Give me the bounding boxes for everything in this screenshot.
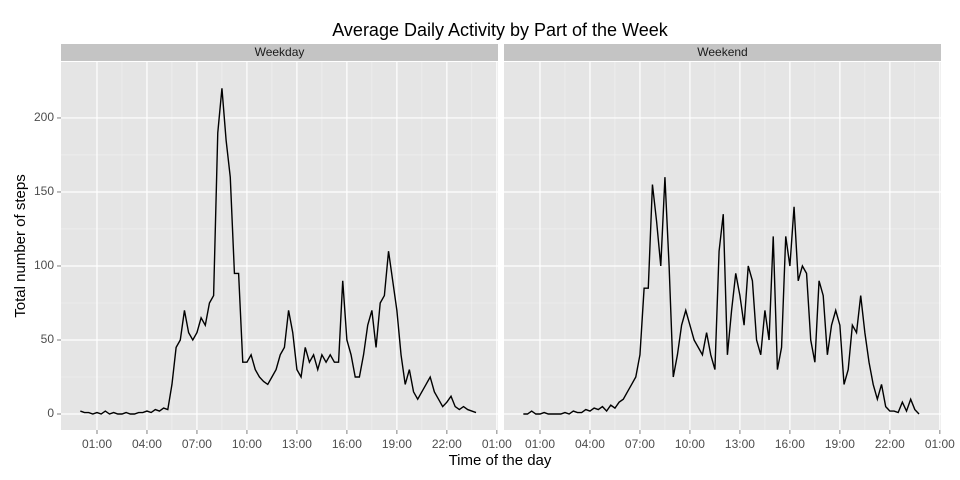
x-tick-label: 04:00 (132, 437, 162, 451)
x-tick-label: 10:00 (675, 437, 705, 451)
y-tick-label: 150 (34, 184, 54, 198)
data-line (523, 177, 920, 415)
y-tick-label: 200 (34, 110, 54, 124)
x-tick-label: 01:00 (482, 437, 512, 451)
x-tick-label: 13:00 (725, 437, 755, 451)
x-tick-label: 01:00 (82, 437, 112, 451)
y-axis-label: Total number of steps (12, 174, 29, 317)
y-tick-label: 100 (34, 258, 54, 272)
strip-label: Weekend (697, 45, 747, 59)
x-tick-label: 16:00 (332, 437, 362, 451)
x-tick-label: 01:00 (525, 437, 555, 451)
strip-label: Weekday (255, 45, 305, 59)
x-tick-label: 07:00 (182, 437, 212, 451)
x-tick-label: 22:00 (875, 437, 905, 451)
x-tick-label: 10:00 (232, 437, 262, 451)
x-tick-label: 07:00 (625, 437, 655, 451)
panel-background (504, 62, 941, 430)
data-line (80, 88, 477, 415)
y-tick-label: 0 (47, 406, 54, 420)
strip-background (504, 44, 941, 61)
panel-background (61, 62, 498, 430)
x-tick-label: 22:00 (432, 437, 462, 451)
x-tick-label: 04:00 (575, 437, 605, 451)
x-tick-label: 19:00 (825, 437, 855, 451)
x-tick-label: 13:00 (282, 437, 312, 451)
strip-background (61, 44, 498, 61)
y-tick-label: 50 (41, 332, 55, 346)
x-tick-label: 01:00 (925, 437, 955, 451)
chart-title: Average Daily Activity by Part of the We… (332, 20, 668, 40)
x-axis-label: Time of the day (449, 452, 552, 469)
x-tick-label: 19:00 (382, 437, 412, 451)
x-tick-label: 16:00 (775, 437, 805, 451)
